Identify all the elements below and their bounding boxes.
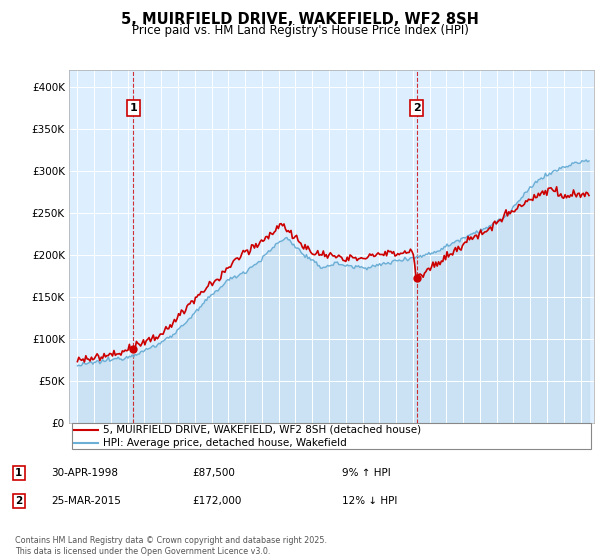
- Text: 12% ↓ HPI: 12% ↓ HPI: [342, 496, 397, 506]
- Text: £87,500: £87,500: [192, 468, 235, 478]
- Text: 5, MUIRFIELD DRIVE, WAKEFIELD, WF2 8SH (detached house): 5, MUIRFIELD DRIVE, WAKEFIELD, WF2 8SH (…: [103, 424, 421, 435]
- Text: 9% ↑ HPI: 9% ↑ HPI: [342, 468, 391, 478]
- Text: 2: 2: [15, 496, 22, 506]
- Text: Price paid vs. HM Land Registry's House Price Index (HPI): Price paid vs. HM Land Registry's House …: [131, 24, 469, 37]
- Text: HPI: Average price, detached house, Wakefield: HPI: Average price, detached house, Wake…: [103, 438, 347, 448]
- Text: 5, MUIRFIELD DRIVE, WAKEFIELD, WF2 8SH: 5, MUIRFIELD DRIVE, WAKEFIELD, WF2 8SH: [121, 12, 479, 27]
- Text: 30-APR-1998: 30-APR-1998: [51, 468, 118, 478]
- Text: £172,000: £172,000: [192, 496, 241, 506]
- Text: 1: 1: [130, 103, 137, 113]
- FancyBboxPatch shape: [71, 423, 592, 449]
- Text: 2: 2: [413, 103, 421, 113]
- Text: 25-MAR-2015: 25-MAR-2015: [51, 496, 121, 506]
- Text: 1: 1: [15, 468, 22, 478]
- Text: Contains HM Land Registry data © Crown copyright and database right 2025.
This d: Contains HM Land Registry data © Crown c…: [15, 536, 327, 556]
